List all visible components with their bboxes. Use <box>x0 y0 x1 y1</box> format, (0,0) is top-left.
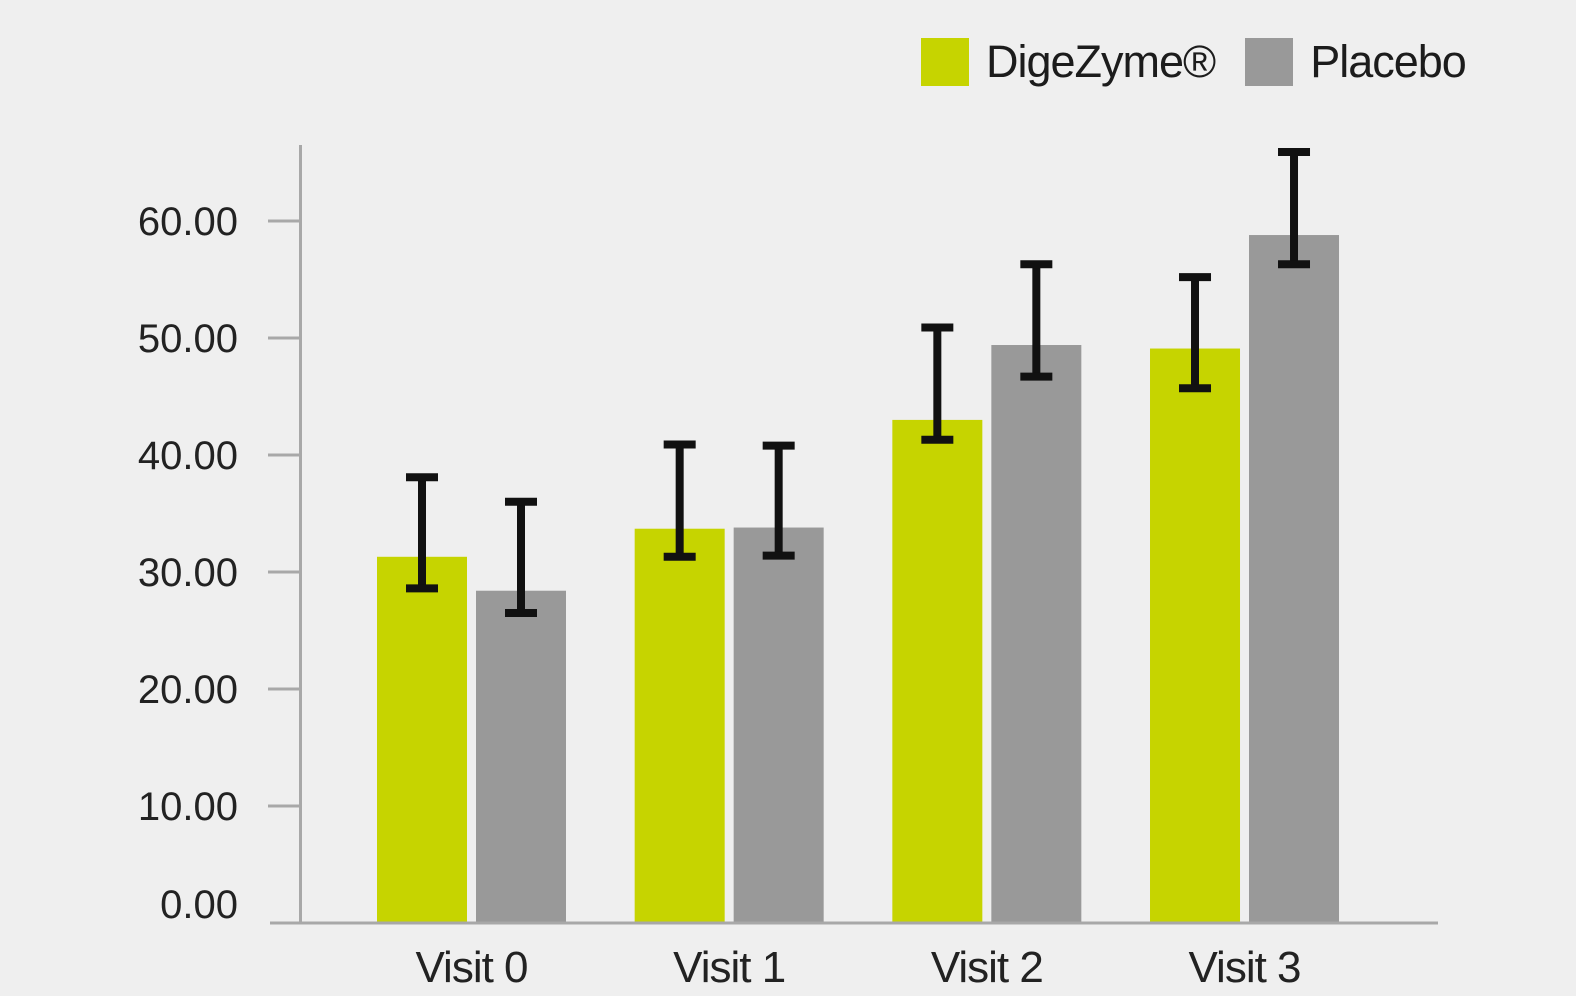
x-category-label-visit-1: Visit 1 <box>673 943 785 992</box>
legend-swatch-digezyme <box>921 38 969 86</box>
bar-placebo-visit-1 <box>733 527 824 923</box>
y-tick-label: 40.00 <box>138 434 238 478</box>
y-tick-label: 10.00 <box>138 785 238 829</box>
y-tick-label: 30.00 <box>138 551 238 595</box>
legend-item-placebo: Placebo <box>1245 36 1467 88</box>
bar-digezyme-visit-2 <box>892 419 983 923</box>
legend-swatch-placebo <box>1245 38 1294 86</box>
legend-label-placebo: Placebo <box>1310 36 1467 87</box>
bar-placebo-visit-3 <box>1249 235 1340 924</box>
y-tick-label: 0.00 <box>160 883 238 927</box>
legend-item-digezyme: DigeZyme® <box>921 36 1216 88</box>
x-category-label-visit-0: Visit 0 <box>415 943 527 992</box>
chart-legend: DigeZyme® Placebo <box>921 36 1467 88</box>
bar-digezyme-visit-3 <box>1150 348 1241 923</box>
y-tick-label: 50.00 <box>138 317 238 361</box>
legend-label-digezyme: DigeZyme® <box>986 36 1216 87</box>
y-tick-label: 20.00 <box>138 668 238 712</box>
y-tick-label: 60.00 <box>138 200 238 244</box>
bar-placebo-visit-0 <box>476 590 566 923</box>
bar-digezyme-visit-1 <box>634 528 725 923</box>
x-category-label-visit-3: Visit 3 <box>1188 943 1300 992</box>
bar-placebo-visit-2 <box>991 345 1082 923</box>
bar-digezyme-visit-0 <box>377 556 467 923</box>
x-category-label-visit-2: Visit 2 <box>931 943 1043 992</box>
